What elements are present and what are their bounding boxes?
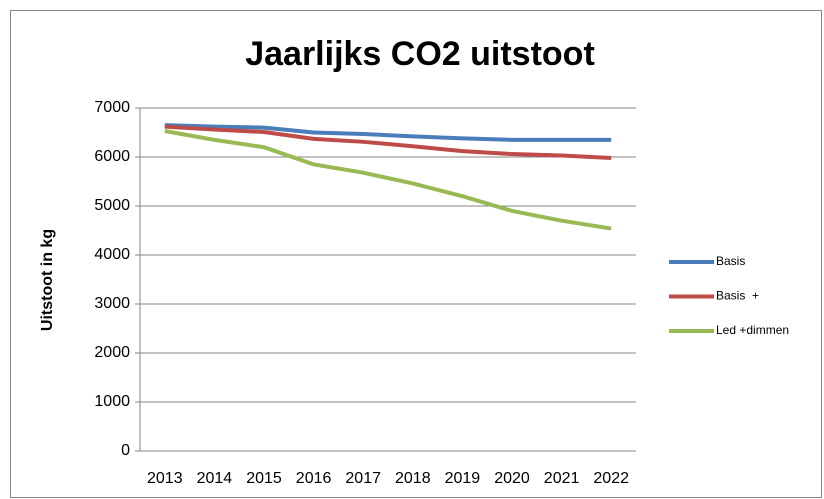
x-tick-label: 2021 xyxy=(544,470,580,487)
y-tick-label: 7000 xyxy=(94,99,130,116)
series-line xyxy=(164,124,612,160)
y-tick-label: 5000 xyxy=(94,197,130,214)
legend-label: Basis + xyxy=(716,289,759,303)
x-tick-label: 2015 xyxy=(246,470,282,487)
y-tick-label: 3000 xyxy=(94,295,130,312)
x-tick-label: 2020 xyxy=(494,470,530,487)
y-tick-label: 4000 xyxy=(94,246,130,263)
x-tick-label: 2014 xyxy=(197,470,233,487)
x-tick-label: 2016 xyxy=(296,470,332,487)
x-tick-label: 2022 xyxy=(593,470,629,487)
x-tick-label: 2013 xyxy=(147,470,183,487)
y-tick-label: 0 xyxy=(121,442,130,459)
series-line xyxy=(164,129,612,231)
legend-label: Basis xyxy=(716,254,745,268)
y-axis-label: Uitstoot in kg xyxy=(39,229,56,331)
chart-title: Jaarlijks CO2 uitstoot xyxy=(245,35,595,73)
series-line xyxy=(164,123,612,142)
y-tick-label: 2000 xyxy=(94,344,130,361)
x-tick-label: 2018 xyxy=(395,470,431,487)
chart-border xyxy=(10,10,822,498)
y-tick-label: 1000 xyxy=(94,393,130,410)
x-tick-label: 2017 xyxy=(345,470,381,487)
legend-label: Led +dimmen xyxy=(716,323,789,337)
x-tick-label: 2019 xyxy=(445,470,481,487)
y-tick-label: 6000 xyxy=(94,148,130,165)
